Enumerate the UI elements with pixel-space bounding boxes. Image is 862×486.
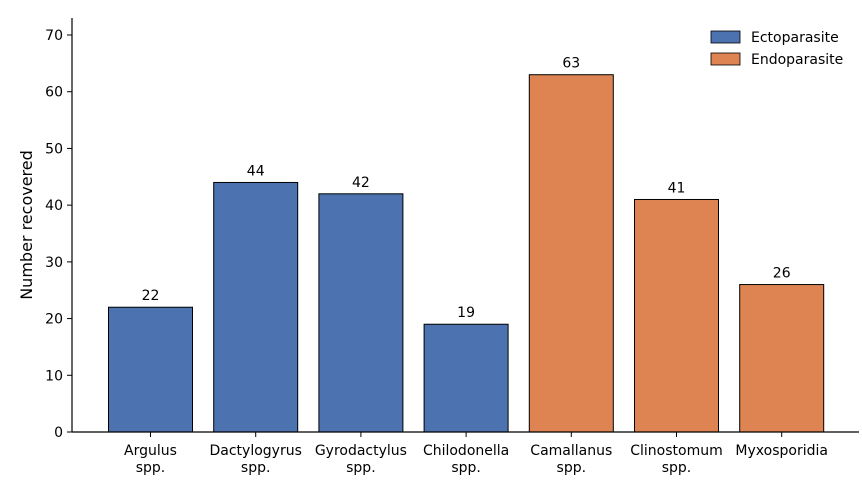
y-tick-label: 50	[45, 141, 63, 157]
x-tick-label: Argulus spp.	[124, 443, 177, 476]
bar-myxosporidia	[739, 284, 825, 433]
y-axis-title: Number recovered	[17, 150, 36, 300]
legend-label-ectoparasite: Ectoparasite	[751, 30, 839, 46]
x-tick-label: Dactylogyrus spp.	[210, 443, 302, 476]
bar-argulus-spp	[108, 306, 193, 433]
bar-value-label: 26	[773, 266, 791, 282]
y-tick-label: 10	[45, 368, 63, 384]
legend-swatch-endoparasite	[710, 52, 741, 66]
bar-value-label: 44	[247, 163, 265, 179]
bar-chilodonella-spp	[423, 323, 509, 433]
bar-value-label: 22	[142, 288, 160, 304]
y-tick-label: 30	[45, 255, 63, 271]
bar-clinostomum-spp	[634, 198, 719, 433]
legend-label-endoparasite: Endoparasite	[751, 52, 843, 68]
bar-value-label: 63	[562, 56, 580, 72]
y-tick-label: 60	[45, 85, 63, 101]
bar-value-label: 41	[668, 180, 686, 196]
bar-gyrodactylus-spp	[318, 193, 404, 433]
x-tick-label: Chilodonella spp.	[423, 443, 509, 476]
bars	[108, 74, 825, 433]
legend-swatch-ectoparasite	[710, 30, 741, 44]
x-tick-label: Gyrodactylus spp.	[315, 443, 407, 476]
bar-value-labels: 22 44 42 19 63 41 26	[142, 56, 791, 322]
x-tick-label: Clinostomum spp.	[630, 443, 723, 476]
y-tick-label: 70	[45, 28, 63, 44]
legend: Ectoparasite Endoparasite	[710, 30, 843, 68]
y-tick-label: 0	[54, 425, 63, 441]
bar-camallanus-spp	[528, 74, 614, 433]
y-tick-label: 40	[45, 198, 63, 214]
y-axis-ticks: 0 10 20 30 40 50 60 70	[45, 28, 72, 441]
bar-value-label: 19	[457, 305, 475, 321]
x-tick-label: Camallanus spp.	[530, 443, 612, 476]
bar-value-label: 42	[352, 175, 370, 191]
bar-dactylogyrus-spp	[213, 181, 299, 433]
y-tick-label: 20	[45, 312, 63, 328]
x-axis-ticks: Argulus spp. Dactylogyrus spp. Gyrodactylus s…	[124, 432, 828, 476]
x-tick-label: Myxosporidia	[735, 443, 828, 459]
